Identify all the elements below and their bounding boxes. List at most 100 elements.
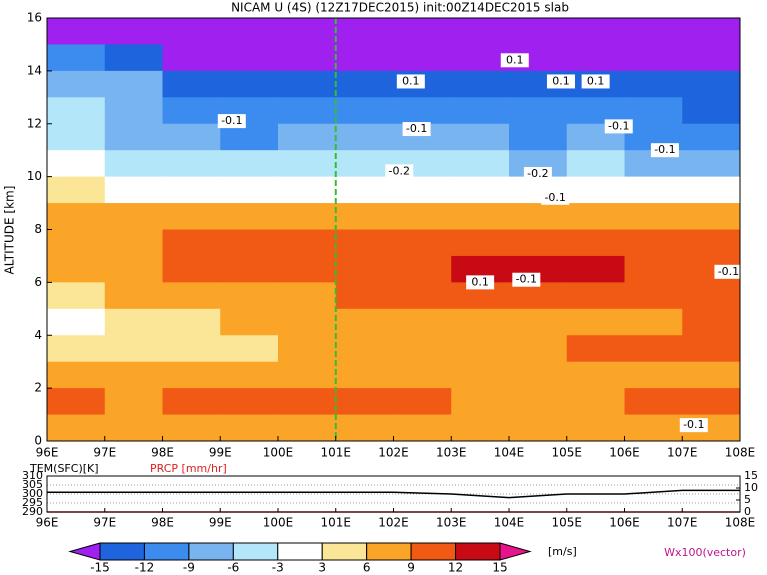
heat-cell	[278, 282, 337, 310]
y2-tick-label: 10	[744, 481, 758, 494]
colorbar-label: -3	[272, 561, 284, 575]
annotation-box	[512, 272, 541, 287]
heat-cell	[220, 388, 279, 416]
heat-cell	[104, 388, 163, 416]
heat-cell	[278, 203, 337, 230]
heat-cell	[624, 97, 683, 125]
heat-cell	[393, 176, 452, 204]
x-tick-label: 96E	[36, 446, 59, 460]
x-tick-label: 107E	[667, 446, 698, 460]
heat-cell	[566, 203, 625, 230]
x-tick-label: 103E	[436, 446, 467, 460]
annotation: 0.1	[552, 74, 570, 87]
heat-cell	[162, 388, 221, 416]
heat-cell	[47, 308, 106, 336]
heat-cell	[393, 255, 452, 283]
heat-cell	[682, 150, 741, 178]
y-tick-label: 14	[27, 63, 42, 77]
x-tick-label: 102E	[378, 446, 409, 460]
colorbar-label: 6	[363, 561, 371, 575]
heat-cell	[278, 123, 337, 151]
annotation: -0.1	[221, 114, 242, 127]
heat-cell	[278, 255, 337, 283]
heat-cell	[393, 44, 452, 72]
heat-cell	[162, 70, 221, 98]
heat-cell	[220, 255, 279, 283]
y-tick-label: 305	[22, 478, 43, 491]
x-tick-label: 101E	[321, 516, 352, 530]
legend-entry: TEM(SFC)[K]	[29, 462, 99, 475]
heat-cell	[47, 414, 106, 442]
annotation: 0.1	[471, 275, 489, 288]
heat-cell	[104, 308, 163, 336]
colorbar-label: -15	[90, 561, 110, 575]
annotation: -0.1	[406, 122, 427, 135]
heat-cell	[393, 18, 452, 45]
heat-cell	[509, 229, 568, 257]
heat-cell	[682, 123, 741, 151]
heat-cell	[566, 414, 625, 442]
heat-cell	[47, 123, 106, 151]
heat-cell	[220, 335, 279, 363]
heat-cell	[162, 335, 221, 363]
heat-cell	[220, 123, 279, 151]
heat-cell	[451, 414, 510, 442]
y-tick-label: 310	[22, 469, 43, 482]
heat-cell	[162, 123, 221, 151]
x-tick-label: 98E	[151, 516, 174, 530]
heat-cell	[278, 388, 337, 416]
heat-cell	[566, 176, 625, 204]
heat-cell	[624, 308, 683, 336]
heat-cell	[278, 176, 337, 204]
x-tick-label: 108E	[725, 446, 756, 460]
heat-cell	[335, 361, 394, 389]
annotation-box	[523, 166, 552, 181]
heat-cell	[393, 388, 452, 416]
heat-cell	[47, 203, 106, 230]
heat-cell	[509, 18, 568, 45]
heat-cell	[220, 414, 279, 442]
legend-entry: PRCP [mm/hr]	[150, 462, 227, 475]
heat-cell	[451, 97, 510, 125]
x-tick-label: 97E	[93, 516, 116, 530]
annotation: -0.2	[389, 164, 410, 177]
x-tick-label: 101E	[321, 446, 352, 460]
annotation-box	[546, 74, 575, 89]
heat-cell	[278, 414, 337, 442]
heat-cell	[566, 282, 625, 310]
heat-cell	[47, 18, 106, 45]
annotation-box	[679, 418, 708, 433]
y-axis-label: ALTITUDE [km]	[3, 186, 17, 275]
heat-cell	[335, 44, 394, 72]
heat-cell	[335, 335, 394, 363]
heat-cell	[451, 335, 510, 363]
heat-cell	[624, 203, 683, 230]
heat-cell	[682, 70, 741, 98]
heat-cell	[682, 44, 741, 72]
y-tick-label: 4	[34, 328, 42, 342]
heat-cell	[624, 282, 683, 310]
heat-cell	[335, 150, 394, 178]
heat-cell	[451, 176, 510, 204]
colorbar-unit: [m/s]	[548, 545, 577, 558]
heat-cell	[220, 150, 279, 178]
heat-cell	[278, 361, 337, 389]
heat-cell	[451, 361, 510, 389]
heat-cell	[220, 282, 279, 310]
y-tick-label: 10	[27, 169, 42, 183]
heat-cell	[393, 97, 452, 125]
heat-cell	[162, 229, 221, 257]
heat-cell	[624, 335, 683, 363]
colorbar-box	[188, 542, 234, 561]
annotation-box	[217, 114, 246, 129]
heat-cell	[162, 361, 221, 389]
heat-cell	[509, 203, 568, 230]
colorbar-label: -9	[183, 561, 195, 575]
x-tick-label: 105E	[552, 446, 583, 460]
heat-cell	[47, 255, 106, 283]
heat-cell	[451, 203, 510, 230]
heat-cell	[162, 255, 221, 283]
heat-cell	[47, 361, 106, 389]
heat-cell	[104, 203, 163, 230]
annotation: -0.1	[654, 143, 675, 156]
